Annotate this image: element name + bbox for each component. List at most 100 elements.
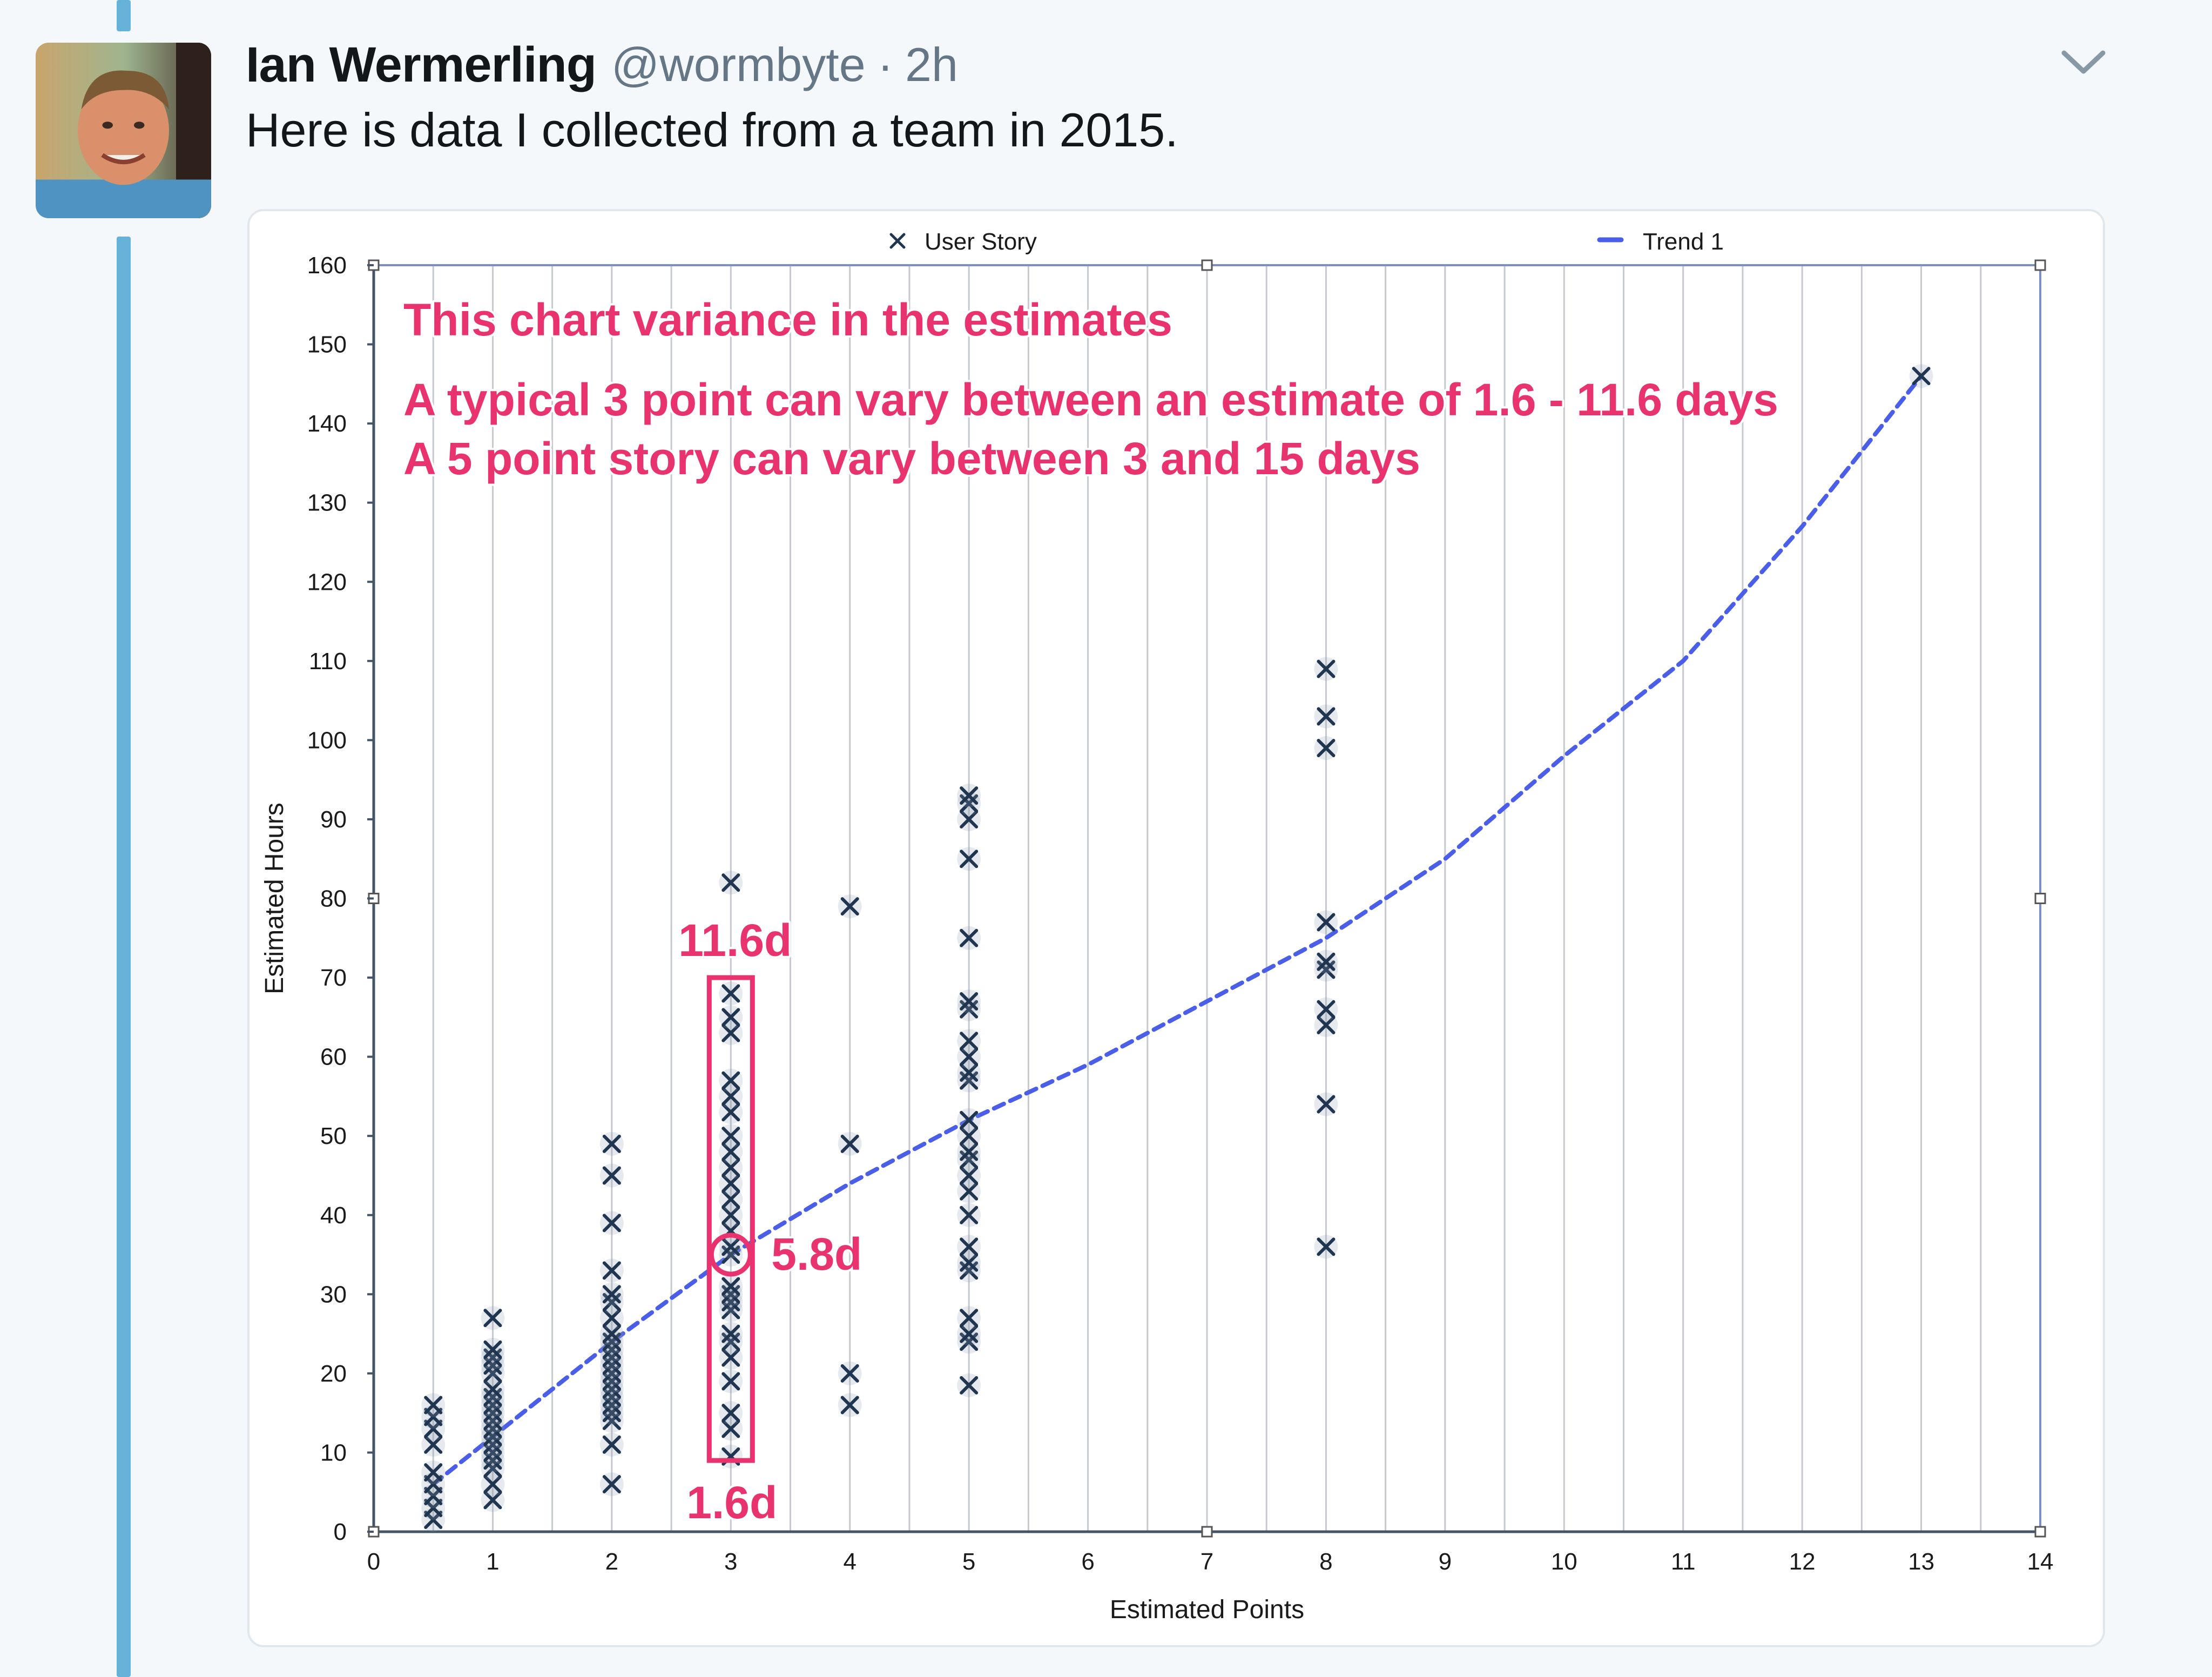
point-marker xyxy=(721,1324,740,1343)
point-marker xyxy=(602,1324,621,1343)
thread-line-top xyxy=(117,0,131,31)
x-tick-label: 2 xyxy=(605,1548,618,1575)
point-marker xyxy=(960,810,979,829)
point-marker xyxy=(960,928,979,947)
point-marker xyxy=(721,984,740,1003)
user-story-point xyxy=(957,1179,981,1203)
y-tick-label: 160 xyxy=(307,252,347,279)
user-story-point xyxy=(957,1306,981,1330)
tweet-timestamp[interactable]: 2h xyxy=(905,38,958,91)
user-story-point xyxy=(599,1377,624,1402)
point-marker xyxy=(602,1214,621,1233)
user-story-point xyxy=(599,1472,624,1497)
display-name[interactable]: Ian Wermerling xyxy=(246,37,597,92)
point-marker xyxy=(721,873,740,892)
user-story-point xyxy=(957,783,981,807)
user-story-point xyxy=(599,1290,624,1314)
point-marker xyxy=(960,1182,979,1201)
point-marker xyxy=(1317,1016,1336,1034)
user-story-point xyxy=(719,871,743,895)
user-story-point xyxy=(599,1322,624,1346)
point-marker xyxy=(960,1127,979,1146)
range-box xyxy=(706,975,755,1463)
point-marker xyxy=(1317,1237,1336,1256)
point-marker xyxy=(602,1261,621,1280)
thread-line-bottom xyxy=(117,237,131,1677)
user-story-point xyxy=(599,1393,624,1417)
user-story-point xyxy=(957,1029,981,1053)
selection-handle xyxy=(2034,893,2046,904)
y-tick-label: 70 xyxy=(320,965,347,991)
user-story-point xyxy=(957,1140,981,1164)
point-marker xyxy=(960,850,979,868)
point-marker xyxy=(721,1277,740,1296)
y-tick-label: 60 xyxy=(320,1044,347,1070)
user-story-point xyxy=(957,926,981,950)
user-story-point xyxy=(719,1100,743,1124)
user-story-point xyxy=(1314,1013,1338,1037)
user-handle[interactable]: @wormbyte xyxy=(611,38,866,91)
user-story-point xyxy=(957,1235,981,1259)
header-separator: · xyxy=(877,38,893,91)
selection-handle xyxy=(2034,1526,2046,1538)
x-tick-label: 5 xyxy=(962,1548,975,1575)
point-marker xyxy=(483,1340,502,1359)
user-story-point xyxy=(719,1322,743,1346)
chevron-down-icon[interactable] xyxy=(2056,41,2110,84)
point-marker xyxy=(1317,1000,1336,1019)
point-marker xyxy=(483,1380,502,1399)
user-story-point xyxy=(957,1250,981,1275)
point-marker xyxy=(960,1324,979,1343)
point-marker xyxy=(483,1309,502,1328)
point-marker xyxy=(840,897,859,916)
user-story-point xyxy=(481,1488,505,1512)
user-story-point xyxy=(719,1235,743,1259)
user-story-point xyxy=(719,981,743,1006)
x-tick-label: 7 xyxy=(1201,1548,1213,1575)
x-tick-label: 3 xyxy=(724,1548,737,1575)
y-tick-label: 150 xyxy=(307,332,347,358)
legend-marker-user-story xyxy=(889,233,906,249)
tweet-media-chart[interactable]: 0 10 20 30 40 50 60 70 80 90 100 110 120 130 140 150 160… xyxy=(247,209,2105,1647)
y-tick-label: 80 xyxy=(320,886,347,912)
tweet-header: Ian Wermerling @wormbyte · 2h xyxy=(246,32,958,97)
point-marker xyxy=(960,1376,979,1395)
user-story-point xyxy=(719,1187,743,1211)
user-story-point xyxy=(1314,657,1338,681)
user-story-point xyxy=(957,1108,981,1132)
user-story-point xyxy=(719,1369,743,1393)
selection-handle xyxy=(1201,259,1213,271)
point-marker xyxy=(602,1475,621,1494)
point-marker xyxy=(960,1166,979,1185)
point-marker xyxy=(960,992,979,1011)
annotation-low-label: 1.6d xyxy=(686,1477,777,1528)
annotation-line-1: A typical 3 point can vary between an es… xyxy=(403,374,1778,425)
vertical-gridlines xyxy=(432,265,1982,1532)
selection-handle xyxy=(1201,1526,1213,1538)
user-story-point xyxy=(957,1322,981,1346)
point-marker xyxy=(960,1032,979,1050)
avatar[interactable] xyxy=(36,43,211,218)
y-tick-label: 100 xyxy=(307,727,347,753)
point-marker xyxy=(721,1023,740,1042)
user-story-points xyxy=(421,364,1933,1532)
point-marker xyxy=(483,1491,502,1510)
user-story-point xyxy=(719,1417,743,1441)
user-story-point xyxy=(719,1171,743,1196)
x-tick-label: 8 xyxy=(1319,1548,1332,1575)
point-marker xyxy=(960,1253,979,1272)
point-marker xyxy=(721,1087,740,1106)
user-story-point xyxy=(719,1345,743,1370)
user-story-point xyxy=(1314,997,1338,1021)
x-tick-label: 4 xyxy=(843,1548,856,1575)
point-marker xyxy=(721,1142,740,1161)
user-story-point xyxy=(838,1361,862,1385)
y-tick-label: 90 xyxy=(320,806,347,833)
y-tick-label: 10 xyxy=(320,1439,347,1466)
user-story-point xyxy=(1314,736,1338,760)
point-marker xyxy=(1317,952,1336,971)
y-tick-label: 110 xyxy=(309,648,347,675)
tweet-text: Here is data I collected from a team in … xyxy=(246,103,1178,157)
x-tick-label: 1 xyxy=(486,1548,499,1575)
user-story-point xyxy=(957,1124,981,1148)
